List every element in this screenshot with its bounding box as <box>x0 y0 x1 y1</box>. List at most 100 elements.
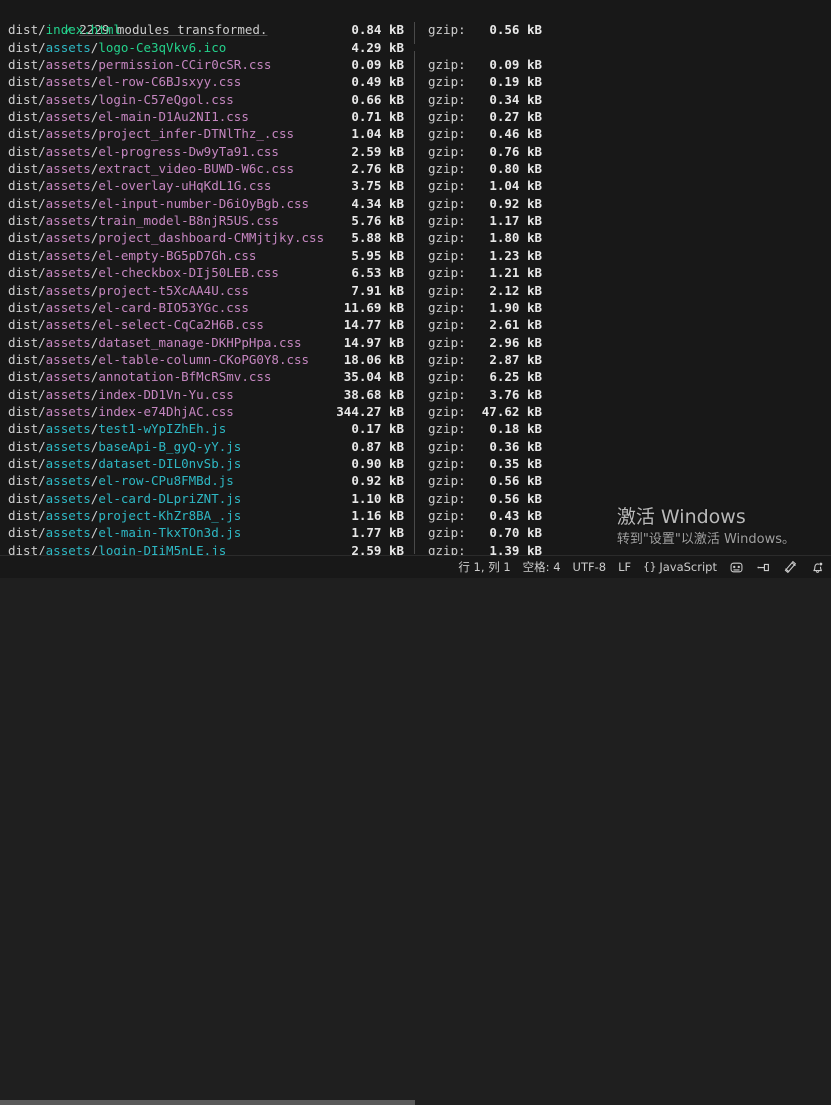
path-separator: / <box>90 74 99 90</box>
asset-name: test1-wYpIZhEh.js <box>98 421 227 437</box>
status-edit-sessions-button[interactable] <box>777 556 804 578</box>
asset-name: el-input-number-D6iOyBgb.css <box>98 195 310 211</box>
status-encoding[interactable]: UTF-8 <box>567 556 613 578</box>
asset-row: dist/assets/logo-Ce3qVkv6.ico 4.29 kB <box>4 39 831 56</box>
asset-dir: assets <box>45 161 91 177</box>
status-remote-ports-button[interactable] <box>750 556 777 578</box>
asset-size: 11.69 kB <box>343 299 404 315</box>
asset-filename: dist/assets/train_model-B8njR5US.css <box>8 212 279 229</box>
path-separator: / <box>90 91 99 107</box>
asset-name: login-DIiM5nLE.js <box>98 542 227 556</box>
gzip-size: 0.18 kB <box>489 421 542 437</box>
bell-notification-icon <box>810 560 825 575</box>
asset-row: dist/assets/project_infer-DTNlThz_.css 1.… <box>4 125 831 142</box>
status-cursor-position[interactable]: 行 1, 列 1 <box>452 556 516 578</box>
asset-filename: dist/assets/el-progress-Dw9yTa91.css <box>8 143 279 160</box>
asset-filename: dist/assets/el-card-BIO53YGc.css <box>8 299 249 316</box>
gzip-size: 6.25 kB <box>489 369 542 385</box>
asset-row: dist/assets/el-checkbox-DIj50LEB.css 6.53… <box>4 264 831 281</box>
gzip-label: gzip: <box>428 109 466 125</box>
asset-name: el-overlay-uHqKdL1G.css <box>98 178 272 194</box>
gzip-size: 1.17 kB <box>489 213 542 229</box>
asset-dist-prefix: dist/ <box>8 334 46 350</box>
gzip-size: 47.62 kB <box>481 403 542 419</box>
asset-name: annotation-BfMcRSmv.css <box>98 369 272 385</box>
gzip-size: 0.56 kB <box>489 473 542 489</box>
asset-name: index.html <box>45 22 121 38</box>
asset-size: 2.59 kB <box>351 542 404 556</box>
status-indentation[interactable]: 空格: 4 <box>517 556 567 578</box>
asset-filename: dist/assets/permission-CCir0cSR.css <box>8 56 271 73</box>
asset-size: 0.84 kB <box>351 22 404 38</box>
asset-dist-prefix: dist/ <box>8 421 46 437</box>
asset-dist-prefix: dist/ <box>8 455 46 471</box>
gzip-label: gzip: <box>428 438 466 454</box>
asset-dist-prefix: dist/ <box>8 438 46 454</box>
asset-dist-prefix: dist/ <box>8 126 46 142</box>
path-separator: / <box>90 455 99 471</box>
asset-row: dist/assets/el-card-DLpriZNT.js 1.10 kB gz… <box>4 490 831 507</box>
status-notifications-button[interactable] <box>804 556 831 578</box>
terminal-horizontal-scrollbar-thumb[interactable] <box>0 1100 415 1105</box>
asset-row: dist/assets/el-table-column-CKoPG0Y8.css… <box>4 351 831 368</box>
asset-size: 0.87 kB <box>351 438 404 454</box>
gzip-label: gzip: <box>428 507 466 523</box>
asset-dir: assets <box>45 351 91 367</box>
asset-name: el-main-D1Au2NI1.css <box>98 109 249 125</box>
gzip-label: gzip: <box>428 473 466 489</box>
gzip-label: gzip: <box>428 317 466 333</box>
path-separator: / <box>90 247 99 263</box>
asset-dir: assets <box>45 507 91 523</box>
asset-row: dist/assets/index-e74DhjAC.css 344.27 kB g… <box>4 403 831 420</box>
asset-dir: assets <box>45 74 91 90</box>
asset-row: dist/assets/dataset_manage-DKHPpHpa.css 1… <box>4 334 831 351</box>
asset-filename: dist/assets/project-t5XcAA4U.css <box>8 282 249 299</box>
asset-dir: assets <box>45 421 91 437</box>
terminal-panel[interactable]: ✓ 2229 modules transformed. dist/index.h… <box>0 0 831 556</box>
asset-row: dist/assets/test1-wYpIZhEh.js 0.17 kB gzip… <box>4 420 831 437</box>
asset-row: dist/assets/project-t5XcAA4U.css 7.91 kB g… <box>4 282 831 299</box>
asset-filename: dist/assets/index-DD1Vn-Yu.css <box>8 386 234 403</box>
gzip-size: 0.09 kB <box>489 57 542 73</box>
gzip-label: gzip: <box>428 230 466 246</box>
asset-filename: dist/assets/el-empty-BG5pD7Gh.css <box>8 247 256 264</box>
gzip-size: 1.80 kB <box>489 230 542 246</box>
path-separator: / <box>90 386 99 402</box>
gzip-label: gzip: <box>428 195 466 211</box>
asset-row: dist/assets/extract_video-BUWD-W6c.css 2.… <box>4 160 831 177</box>
edit-sessions-icon <box>783 560 798 575</box>
status-feedback-button[interactable] <box>723 556 750 578</box>
asset-name: project-t5XcAA4U.css <box>98 282 249 298</box>
asset-dir: assets <box>45 282 91 298</box>
gzip-label: gzip: <box>428 91 466 107</box>
asset-name: el-table-column-CKoPG0Y8.css <box>98 351 310 367</box>
path-separator: / <box>90 403 99 419</box>
asset-dir: assets <box>45 39 91 55</box>
asset-dist-prefix: dist/ <box>8 299 46 315</box>
status-eol[interactable]: LF <box>612 556 637 578</box>
path-separator: / <box>90 542 99 556</box>
asset-dir: assets <box>45 143 91 159</box>
asset-dist-prefix: dist/ <box>8 317 46 333</box>
asset-size: 0.71 kB <box>351 109 404 125</box>
path-separator: / <box>90 421 99 437</box>
asset-row: dist/assets/login-DIiM5nLE.js 2.59 kB gzip… <box>4 542 831 556</box>
gzip-label: gzip: <box>428 386 466 402</box>
status-language-mode[interactable]: {} JavaScript <box>637 556 723 578</box>
asset-dist-prefix: dist/ <box>8 57 46 73</box>
asset-filename: dist/assets/el-input-number-D6iOyBgb.css <box>8 195 309 212</box>
terminal-output: ✓ 2229 modules transformed. dist/index.h… <box>4 22 831 556</box>
gzip-size: 0.80 kB <box>489 161 542 177</box>
asset-dir: assets <box>45 334 91 350</box>
asset-size: 1.04 kB <box>351 126 404 142</box>
asset-filename: dist/assets/project_infer-DTNlThz_.css <box>8 125 294 142</box>
asset-row: dist/assets/train_model-B8njR5US.css 5.76… <box>4 212 831 229</box>
path-separator: / <box>90 161 99 177</box>
asset-dist-prefix: dist/ <box>8 490 46 506</box>
gzip-label: gzip: <box>428 213 466 229</box>
status-encoding-label: UTF-8 <box>572 560 607 574</box>
asset-dir: assets <box>45 109 91 125</box>
path-separator: / <box>90 299 99 315</box>
asset-filename: dist/assets/el-select-CqCa2H6B.css <box>8 316 264 333</box>
asset-dir: assets <box>45 57 91 73</box>
